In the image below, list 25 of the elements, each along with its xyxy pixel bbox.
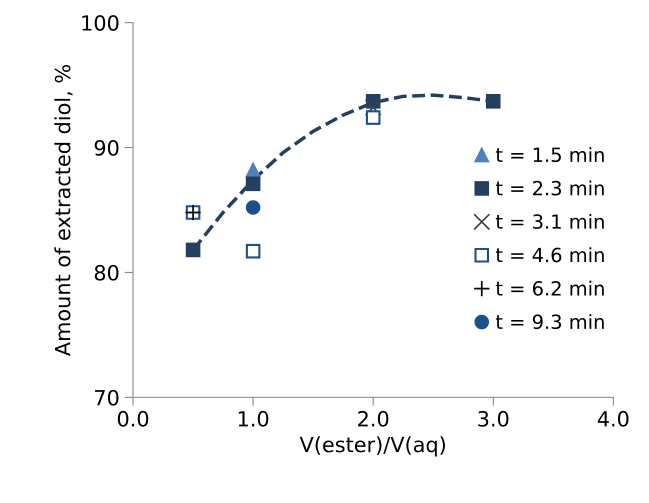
legend-label: t = 1.5 min <box>496 147 604 162</box>
x-tick-label: 1.0 <box>238 410 268 427</box>
point <box>246 200 260 215</box>
x-tick-label: 0.0 <box>118 410 148 427</box>
legend-label: t = 9.3 min <box>496 314 604 330</box>
x-tick-label: 4.0 <box>598 410 628 427</box>
legend-label: t = 2.3 min <box>496 180 604 196</box>
point <box>486 94 501 109</box>
x-axis-title: V(ester)/V(aq) <box>300 436 446 456</box>
point <box>186 242 200 258</box>
x-tick-label: 3.0 <box>478 410 508 427</box>
legend-label: t = 4.6 min <box>496 247 604 262</box>
point <box>364 99 382 116</box>
point <box>246 162 260 178</box>
y-axis-title: Amount of extracted diol, % <box>54 64 73 356</box>
point <box>246 176 260 192</box>
point <box>366 110 380 125</box>
y-tick-label: 90 <box>94 140 118 156</box>
x-tick-label: 2.0 <box>358 410 388 427</box>
y-tick-label: 80 <box>94 264 118 281</box>
point <box>246 244 260 259</box>
y-tick-label: 70 <box>95 390 118 406</box>
legend-label: t = 6.2 min <box>496 280 604 296</box>
legend-label: t = 3.1 min <box>496 214 604 229</box>
y-tick-label: 100 <box>82 15 118 31</box>
